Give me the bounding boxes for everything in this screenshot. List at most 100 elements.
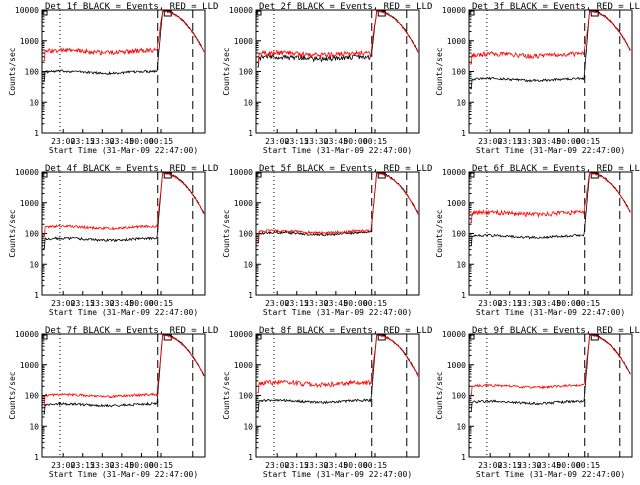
corner-marker [469, 172, 475, 178]
x-tick-label: 23:15 [71, 299, 95, 308]
x-tick-label: 23:45 [324, 461, 348, 470]
x-tick-label: 00:15 [576, 299, 600, 308]
y-axis-label: Counts/sec [435, 209, 444, 257]
y-tick-label: 100 [239, 392, 254, 401]
x-tick-label: 00:15 [576, 137, 600, 146]
x-tick-label: 23:30 [90, 137, 114, 146]
y-tick-label: 10000 [229, 168, 253, 177]
corner-marker [42, 172, 48, 178]
x-tick-label: 00:00 [556, 137, 580, 146]
panel-title: Det 6f BLACK = Events, RED = LLD [472, 164, 640, 174]
y-tick-label: 1000 [20, 361, 39, 370]
y-tick-label: 10 [456, 422, 466, 431]
y-tick-label: 10 [29, 260, 39, 269]
x-tick-label: 23:45 [537, 461, 561, 470]
x-tick-label: 23:45 [110, 461, 134, 470]
x-tick-label: 00:15 [363, 461, 387, 470]
y-tick-label: 1 [34, 129, 39, 138]
x-tick-label: 23:30 [517, 461, 541, 470]
y-tick-label: 1000 [447, 361, 466, 370]
series-line [470, 10, 631, 65]
y-axis-label: Counts/sec [8, 209, 17, 257]
y-tick-label: 10000 [15, 168, 39, 177]
x-tick-label: 00:15 [363, 299, 387, 308]
x-tick-label: 23:45 [324, 137, 348, 146]
x-tick-label: 23:15 [498, 461, 522, 470]
x-axis-label: Start Time (31-Mar-09 22:47:00) [263, 308, 412, 317]
corner-marker [256, 334, 262, 340]
x-tick-label: 00:00 [556, 299, 580, 308]
y-tick-label: 10 [243, 422, 253, 431]
x-tick-label: 23:00 [51, 299, 75, 308]
y-tick-label: 100 [25, 392, 40, 401]
y-tick-label: 1 [461, 291, 466, 300]
y-tick-label: 10000 [442, 168, 466, 177]
x-axis-label: Start Time (31-Mar-09 22:47:00) [476, 146, 625, 155]
y-tick-label: 10000 [442, 6, 466, 15]
series-line [257, 334, 419, 393]
y-tick-label: 10 [243, 98, 253, 107]
x-tick-label: 00:00 [343, 137, 367, 146]
x-axis-label: Start Time (31-Mar-09 22:47:00) [49, 146, 198, 155]
y-tick-label: 1 [461, 453, 466, 462]
x-axis-label: Start Time (31-Mar-09 22:47:00) [476, 308, 625, 317]
y-axis-label: Counts/sec [222, 209, 231, 257]
x-tick-label: 23:00 [265, 137, 289, 146]
x-axis-label: Start Time (31-Mar-09 22:47:00) [263, 146, 412, 155]
x-tick-label: 00:00 [129, 299, 153, 308]
series-line [257, 10, 419, 64]
y-tick-label: 10 [29, 98, 39, 107]
series-line [43, 9, 205, 82]
panel-det-9: Det 9f BLACK = Events, RED = LLD 1 10 100 10… [435, 326, 640, 479]
y-tick-label: 1000 [447, 37, 466, 46]
x-tick-label: 23:45 [110, 299, 134, 308]
x-tick-label: 23:45 [110, 137, 134, 146]
x-tick-label: 00:00 [556, 461, 580, 470]
plot-frame [468, 171, 633, 296]
series-line [470, 172, 631, 224]
panel-det-7: Det 7f BLACK = Events, RED = LLD 1 10 100 10… [8, 326, 218, 479]
y-tick-label: 100 [452, 68, 467, 77]
y-tick-label: 1000 [234, 361, 253, 370]
panel-det-8: Det 8f BLACK = Events, RED = LLD 1 10 100 10… [222, 326, 432, 479]
corner-marker [469, 10, 475, 16]
x-tick-label: 23:15 [498, 299, 522, 308]
y-tick-label: 1 [248, 291, 253, 300]
y-tick-label: 10000 [15, 330, 39, 339]
panel-det-2: Det 2f BLACK = Events, RED = LLD 1 10 100 10… [222, 2, 432, 155]
y-axis-label: Counts/sec [222, 371, 231, 419]
x-tick-label: 23:00 [51, 137, 75, 146]
x-tick-label: 23:00 [265, 299, 289, 308]
y-axis-label: Counts/sec [435, 371, 444, 419]
corner-marker [469, 334, 475, 340]
x-tick-label: 23:00 [265, 461, 289, 470]
plot-frame [468, 333, 633, 458]
y-axis-label: Counts/sec [8, 371, 17, 419]
y-tick-label: 100 [239, 230, 254, 239]
series-line [43, 334, 205, 406]
x-tick-label: 00:15 [363, 137, 387, 146]
x-tick-label: 23:15 [498, 137, 522, 146]
series-line [470, 333, 631, 413]
x-tick-label: 23:30 [90, 299, 114, 308]
y-axis-label: Counts/sec [8, 47, 17, 95]
x-tick-label: 23:45 [537, 299, 561, 308]
panel-det-1: Det 1f BLACK = Events, RED = LLD 1 10 100 10… [8, 2, 218, 155]
corner-marker [256, 172, 262, 178]
series-line [43, 172, 205, 237]
panel-title: Det 1f BLACK = Events, RED = LLD [45, 2, 218, 12]
x-axis-label: Start Time (31-Mar-09 22:47:00) [49, 470, 198, 479]
series-line [43, 171, 205, 249]
plot-frame [255, 9, 420, 134]
panel-title: Det 8f BLACK = Events, RED = LLD [259, 326, 432, 336]
x-tick-label: 23:15 [71, 461, 95, 470]
x-tick-label: 00:00 [129, 137, 153, 146]
corner-marker [42, 10, 48, 16]
y-tick-label: 10 [29, 422, 39, 431]
x-tick-label: 23:45 [324, 299, 348, 308]
y-tick-label: 10 [456, 260, 466, 269]
x-tick-label: 00:15 [576, 461, 600, 470]
x-tick-label: 23:00 [478, 461, 502, 470]
x-axis-label: Start Time (31-Mar-09 22:47:00) [263, 470, 412, 479]
x-tick-label: 23:30 [517, 299, 541, 308]
